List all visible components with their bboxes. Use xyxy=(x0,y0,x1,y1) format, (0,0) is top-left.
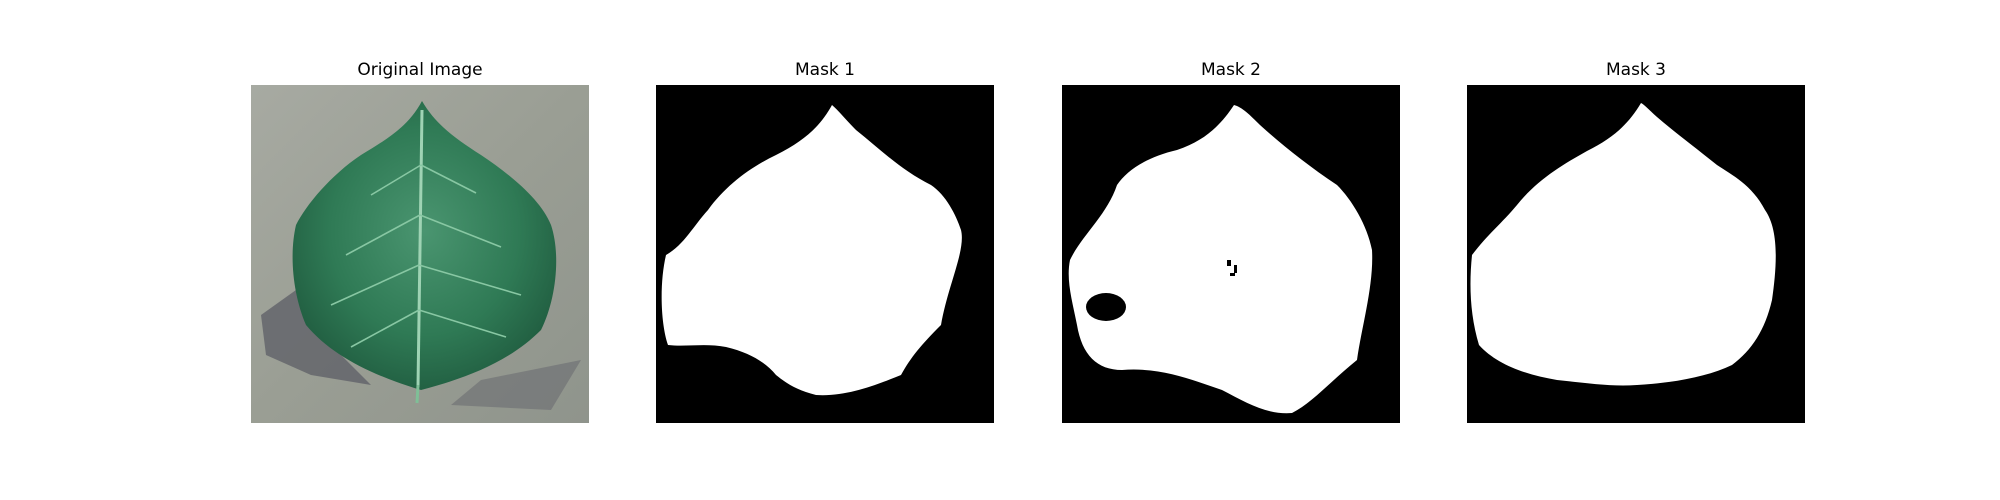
panel-title: Mask 1 xyxy=(794,60,855,80)
original-image xyxy=(251,85,589,423)
mask-2-image xyxy=(1062,85,1400,423)
panel-title: Original Image xyxy=(357,60,483,80)
panel-title: Mask 2 xyxy=(1200,60,1261,80)
panel-title: Mask 3 xyxy=(1605,60,1666,80)
mask-1-image xyxy=(656,85,994,423)
mask-3-image xyxy=(1467,85,1805,423)
